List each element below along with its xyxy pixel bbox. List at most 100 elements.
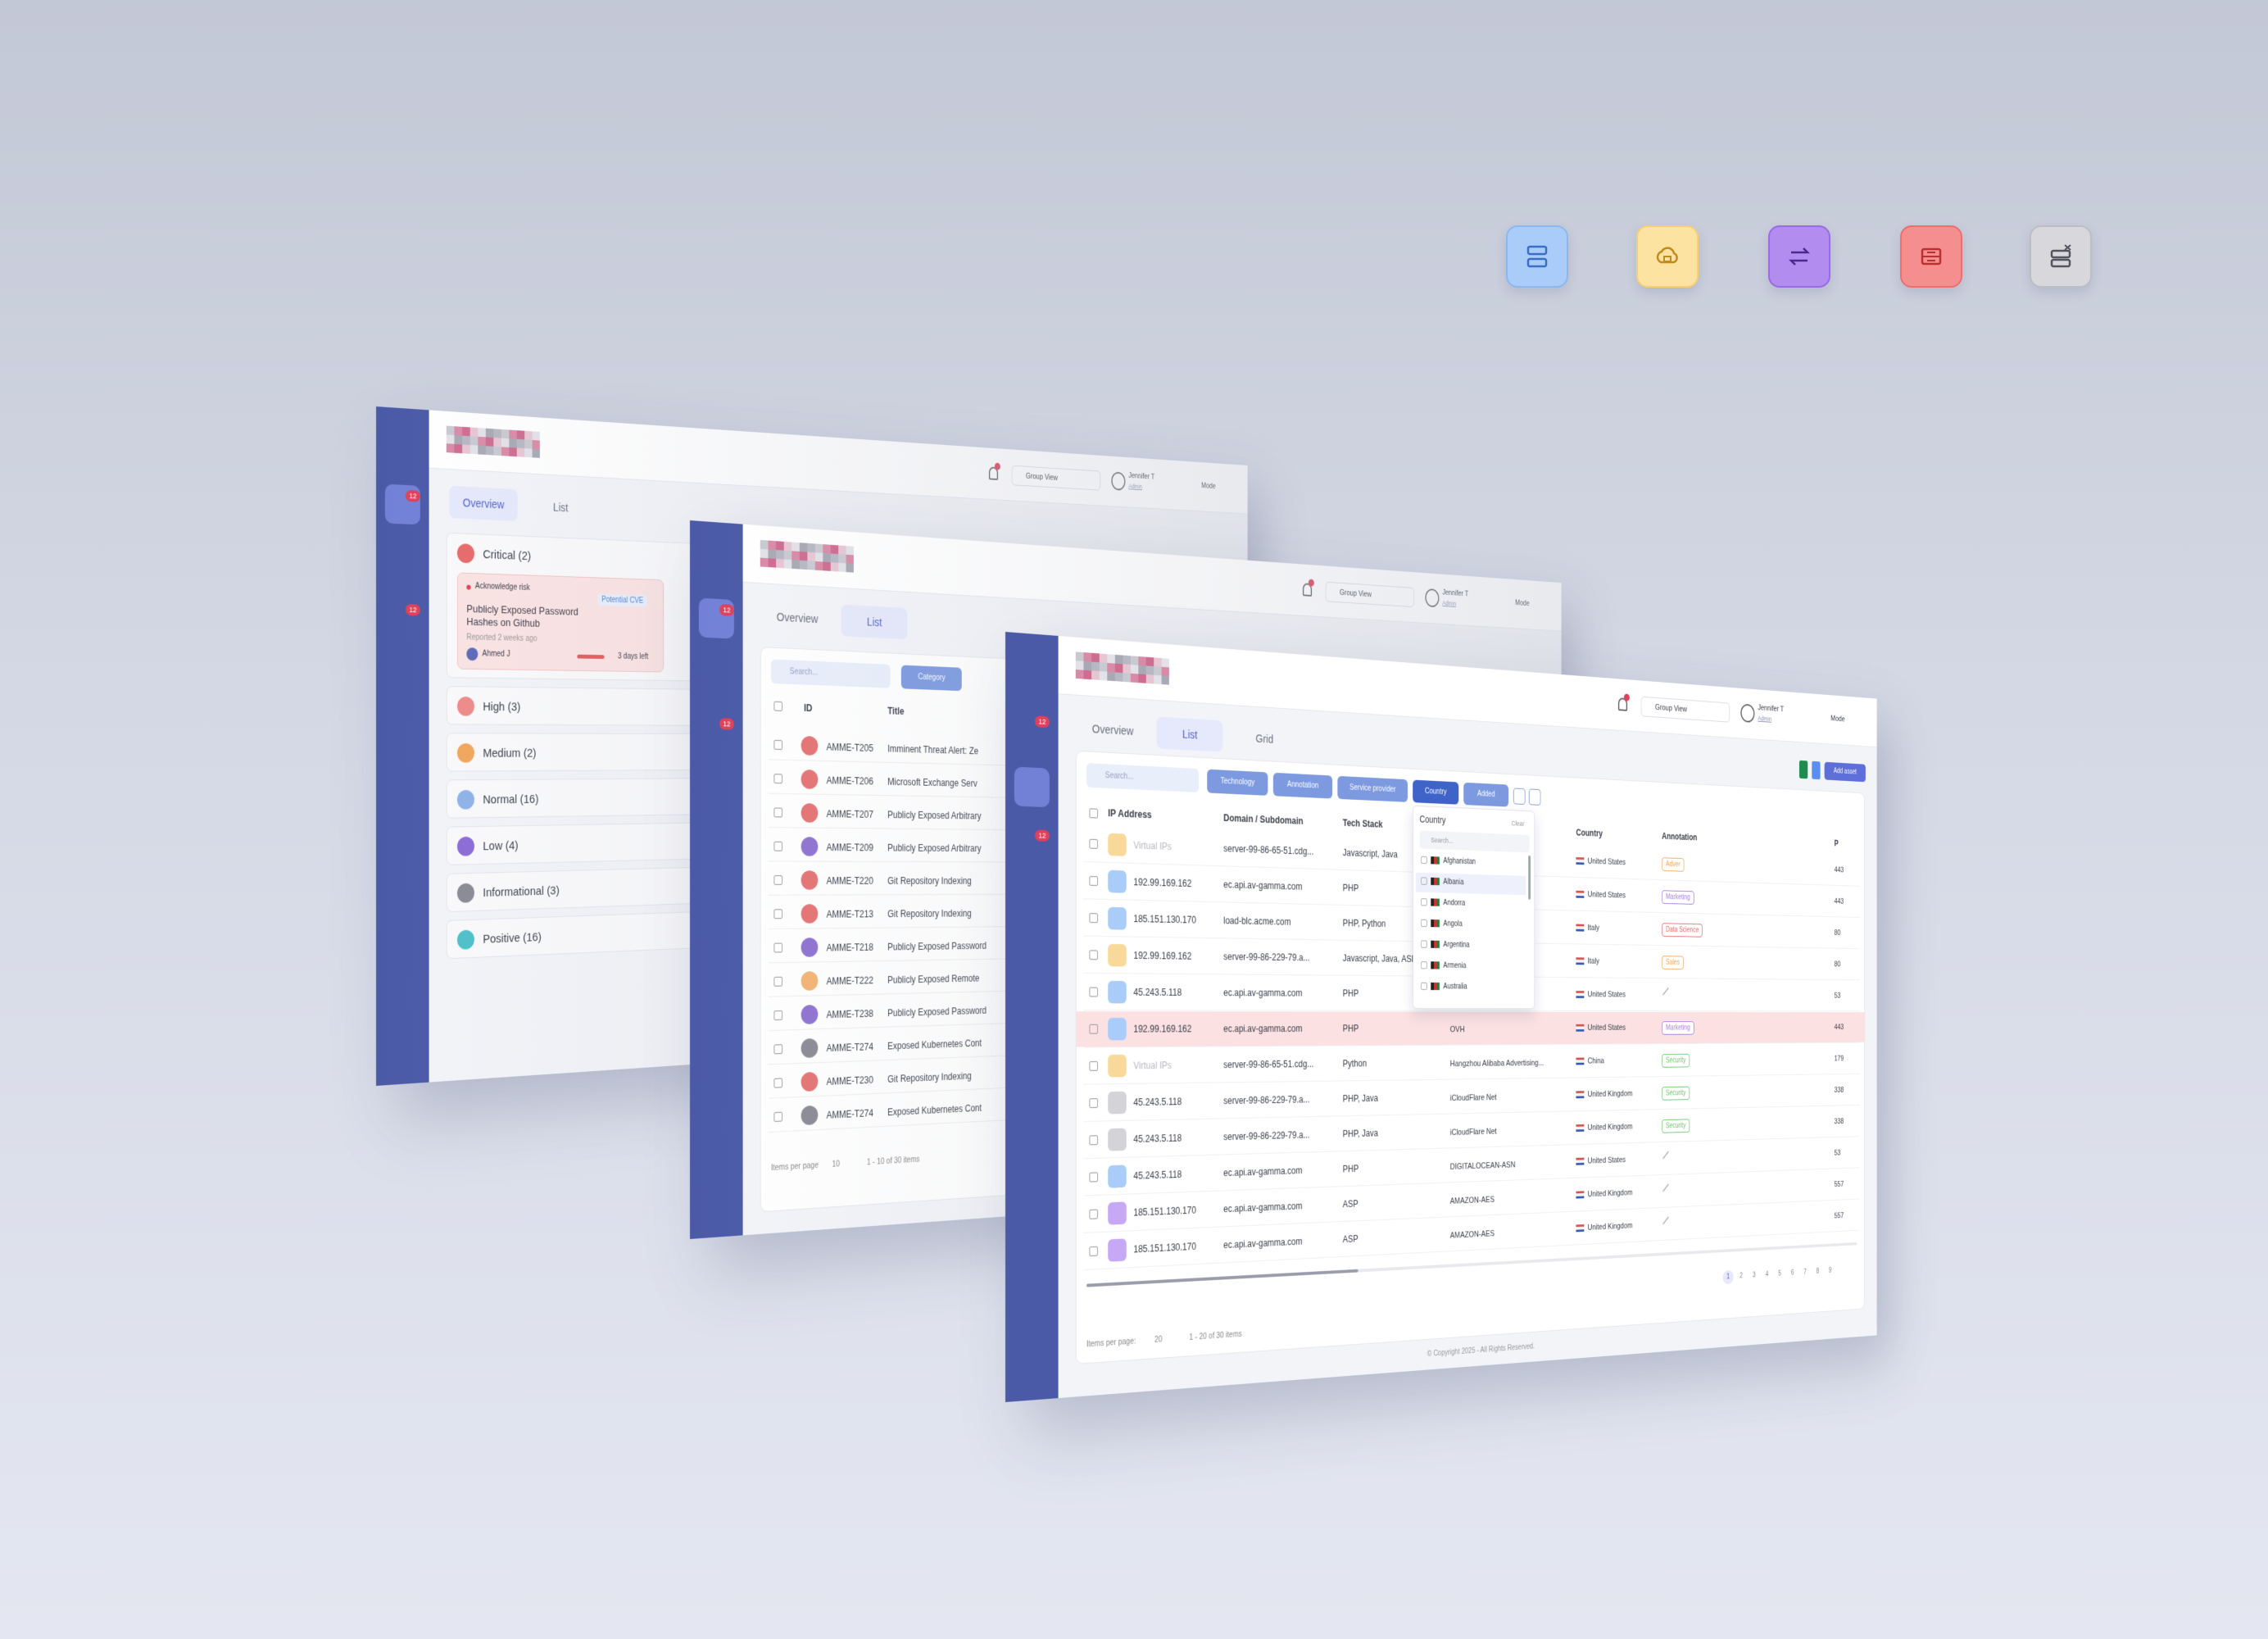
asset-id[interactable]: AMME-T206 bbox=[826, 774, 873, 788]
country-option[interactable]: Albania bbox=[1443, 878, 1464, 887]
checkbox[interactable] bbox=[773, 739, 782, 750]
export-excel[interactable] bbox=[1799, 760, 1808, 779]
checkbox[interactable] bbox=[773, 1010, 782, 1021]
filter-button[interactable]: Added bbox=[1463, 782, 1509, 807]
page-number[interactable]: 9 bbox=[1828, 1266, 1832, 1275]
ip-address[interactable]: 185.151.130.170 bbox=[1133, 913, 1196, 926]
checkbox[interactable] bbox=[1421, 898, 1427, 906]
column-header[interactable]: Domain / Subdomain bbox=[1223, 812, 1304, 827]
tab[interactable]: List bbox=[1156, 716, 1223, 752]
checkbox[interactable] bbox=[773, 774, 782, 784]
asset-id[interactable]: AMME-T274 bbox=[826, 1107, 873, 1121]
checkbox[interactable] bbox=[1089, 875, 1098, 887]
ip-address[interactable]: 185.151.130.170 bbox=[1133, 1241, 1196, 1255]
country-option[interactable]: Armenia bbox=[1443, 961, 1467, 970]
severity-label[interactable]: Normal (16) bbox=[483, 792, 539, 807]
country-option[interactable]: Angola bbox=[1443, 919, 1463, 928]
filter-button[interactable] bbox=[1528, 788, 1541, 806]
checkbox[interactable] bbox=[1089, 1209, 1098, 1219]
search-box[interactable]: Search... bbox=[1086, 763, 1200, 792]
ip-address[interactable]: Virtual IPs bbox=[1133, 839, 1172, 852]
asset-title[interactable]: Microsoft Exchange Serv bbox=[887, 776, 978, 789]
search-box[interactable]: Search... bbox=[770, 659, 891, 688]
column-header[interactable]: Title bbox=[887, 705, 905, 717]
asset-title[interactable]: Publicly Exposed Password bbox=[887, 1005, 987, 1019]
tab[interactable]: Overview bbox=[1091, 722, 1134, 738]
tab[interactable]: Overview bbox=[449, 485, 518, 521]
asset-title[interactable]: Git Repository Indexing bbox=[887, 1070, 972, 1085]
sort-button[interactable] bbox=[1513, 788, 1526, 805]
column-header[interactable]: IP Address bbox=[1108, 807, 1152, 821]
column-header[interactable]: Annotation bbox=[1662, 831, 1698, 843]
checkbox[interactable] bbox=[773, 875, 782, 885]
filter-button[interactable]: Country bbox=[1413, 779, 1459, 805]
ip-address[interactable]: 45.243.5.118 bbox=[1133, 1096, 1182, 1109]
column-header[interactable]: Tech Stack bbox=[1342, 817, 1383, 830]
asset-id[interactable]: AMME-T209 bbox=[826, 842, 873, 854]
asset-id[interactable]: AMME-T205 bbox=[826, 741, 873, 754]
checkbox[interactable] bbox=[773, 976, 782, 987]
checkbox[interactable] bbox=[1089, 913, 1098, 924]
ip-address[interactable]: 45.243.5.118 bbox=[1133, 986, 1182, 998]
checkbox[interactable] bbox=[773, 701, 782, 711]
filter-button[interactable]: Service provider bbox=[1337, 775, 1408, 802]
annotation-edit[interactable] bbox=[1662, 1183, 1669, 1192]
checkbox[interactable] bbox=[773, 942, 782, 953]
asset-title[interactable]: Exposed Kubernetes Cont bbox=[887, 1102, 982, 1119]
checkbox[interactable] bbox=[773, 1111, 782, 1122]
severity-label[interactable]: Medium (2) bbox=[483, 746, 537, 760]
ip-address[interactable]: 45.243.5.118 bbox=[1133, 1169, 1182, 1182]
page-number[interactable]: 6 bbox=[1790, 1269, 1794, 1278]
per-page[interactable]: 20 bbox=[1154, 1335, 1163, 1345]
severity-label[interactable]: Critical (2) bbox=[483, 547, 532, 564]
asset-title[interactable]: Imminent Threat Alert: Ze bbox=[887, 742, 979, 757]
page-number[interactable]: 1 bbox=[1722, 1269, 1734, 1285]
ip-address[interactable]: 192.99.169.162 bbox=[1133, 1023, 1192, 1035]
checkbox[interactable] bbox=[1089, 1172, 1098, 1183]
asset-id[interactable]: AMME-T238 bbox=[826, 1008, 873, 1021]
severity-label[interactable]: Informational (3) bbox=[483, 883, 560, 900]
mode[interactable]: Mode bbox=[1201, 481, 1216, 491]
checkbox[interactable] bbox=[1089, 1060, 1098, 1071]
checkbox[interactable] bbox=[1089, 987, 1098, 997]
country-option[interactable]: Afghanistan bbox=[1443, 856, 1476, 867]
asset-title[interactable]: Git Repository Indexing bbox=[887, 907, 972, 920]
ip-address[interactable]: 185.151.130.170 bbox=[1133, 1204, 1196, 1219]
annotation-edit[interactable] bbox=[1662, 1216, 1669, 1225]
page-number[interactable]: 2 bbox=[1740, 1272, 1743, 1281]
dropdown-search[interactable]: Search... bbox=[1419, 830, 1530, 853]
ip-address[interactable]: Virtual IPs bbox=[1133, 1060, 1172, 1072]
asset-id[interactable]: AMME-T274 bbox=[826, 1041, 873, 1055]
severity-label[interactable]: Positive (16) bbox=[483, 930, 542, 947]
checkbox[interactable] bbox=[1421, 877, 1427, 885]
severity-label[interactable]: Low (4) bbox=[483, 838, 519, 854]
group-view-select[interactable]: Group View bbox=[1011, 465, 1101, 491]
annotation-edit[interactable] bbox=[1662, 987, 1669, 996]
checkbox[interactable] bbox=[1089, 950, 1098, 960]
asset-title[interactable]: Publicly Exposed Remote bbox=[887, 973, 980, 986]
column-header[interactable]: Country bbox=[1576, 827, 1603, 839]
ip-address[interactable]: 192.99.169.162 bbox=[1133, 950, 1192, 962]
page-number[interactable]: 7 bbox=[1803, 1268, 1807, 1277]
asset-id[interactable]: AMME-T230 bbox=[826, 1074, 873, 1087]
severity-label[interactable]: High (3) bbox=[483, 700, 521, 715]
checkbox[interactable] bbox=[1089, 808, 1098, 819]
column-header[interactable]: P bbox=[1834, 838, 1839, 848]
per-page[interactable]: 10 bbox=[832, 1160, 840, 1169]
group-view-select[interactable]: Group View bbox=[1640, 696, 1730, 723]
ip-address[interactable]: 192.99.169.162 bbox=[1133, 876, 1192, 890]
country-option[interactable]: Australia bbox=[1443, 983, 1467, 992]
page-number[interactable]: 4 bbox=[1765, 1270, 1769, 1279]
filter-button[interactable]: Category bbox=[900, 665, 962, 692]
checkbox[interactable] bbox=[773, 841, 782, 851]
checkbox[interactable] bbox=[1421, 961, 1427, 969]
mode[interactable]: Mode bbox=[1830, 714, 1845, 724]
page-number[interactable]: 8 bbox=[1816, 1267, 1820, 1276]
tab[interactable]: Overview bbox=[776, 610, 819, 626]
checkbox[interactable] bbox=[1421, 919, 1427, 928]
page-number[interactable]: 3 bbox=[1752, 1271, 1756, 1280]
country-option[interactable]: Argentina bbox=[1443, 940, 1470, 950]
checkbox[interactable] bbox=[773, 1078, 782, 1088]
asset-id[interactable]: AMME-T218 bbox=[826, 942, 873, 954]
checkbox[interactable] bbox=[1421, 982, 1427, 991]
